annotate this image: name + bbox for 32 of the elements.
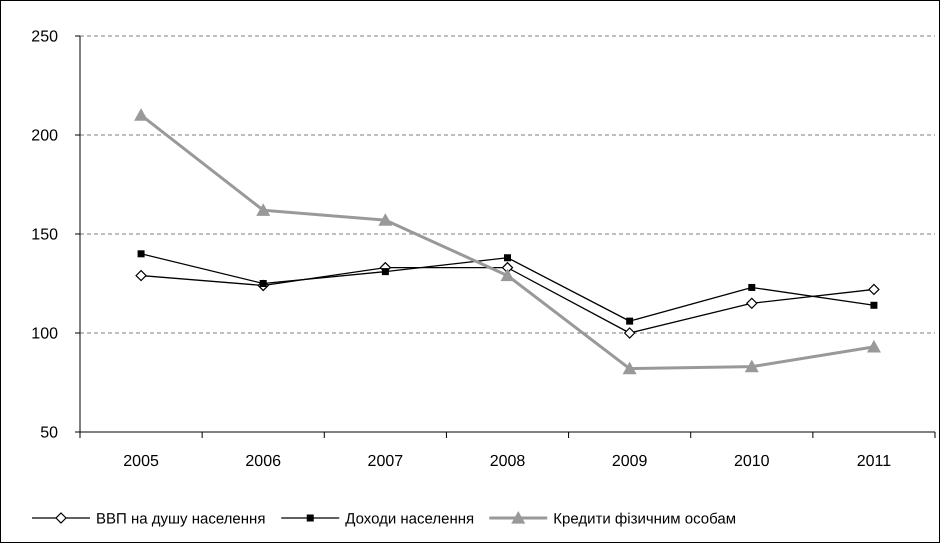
x-tick-label: 2008: [490, 453, 526, 470]
x-tick-label: 2011: [856, 453, 892, 470]
point: [870, 302, 878, 309]
point: [138, 250, 145, 258]
legend-label: ВВП на душу населення: [96, 510, 266, 528]
y-tick-label: 50: [40, 424, 58, 442]
point: [500, 268, 514, 282]
x-tick-label: 2010: [734, 453, 770, 470]
point: [748, 284, 756, 291]
x-tick-label: 2006: [245, 453, 282, 470]
y-tick-label: 100: [31, 326, 58, 343]
point: [624, 327, 636, 339]
point: [866, 340, 881, 352]
point: [378, 213, 392, 226]
point: [382, 268, 389, 276]
point: [504, 254, 511, 262]
point: [135, 270, 147, 282]
point: [746, 298, 758, 309]
point: [622, 362, 637, 374]
point: [134, 108, 148, 121]
x-tick-label: 2009: [612, 453, 648, 470]
y-tick-label: 250: [31, 28, 58, 46]
y-tick-label: 200: [31, 128, 58, 145]
x-tick-label: 2007: [368, 453, 404, 470]
legend-label: Доходи населення: [345, 510, 474, 528]
legend-label: Кредити фізичним особам: [553, 510, 736, 528]
point: [868, 284, 880, 296]
point: [626, 318, 634, 325]
point: [744, 360, 759, 372]
point: [256, 203, 270, 216]
x-tick-label: 2005: [123, 453, 159, 470]
y-tick-label: 150: [31, 226, 58, 244]
